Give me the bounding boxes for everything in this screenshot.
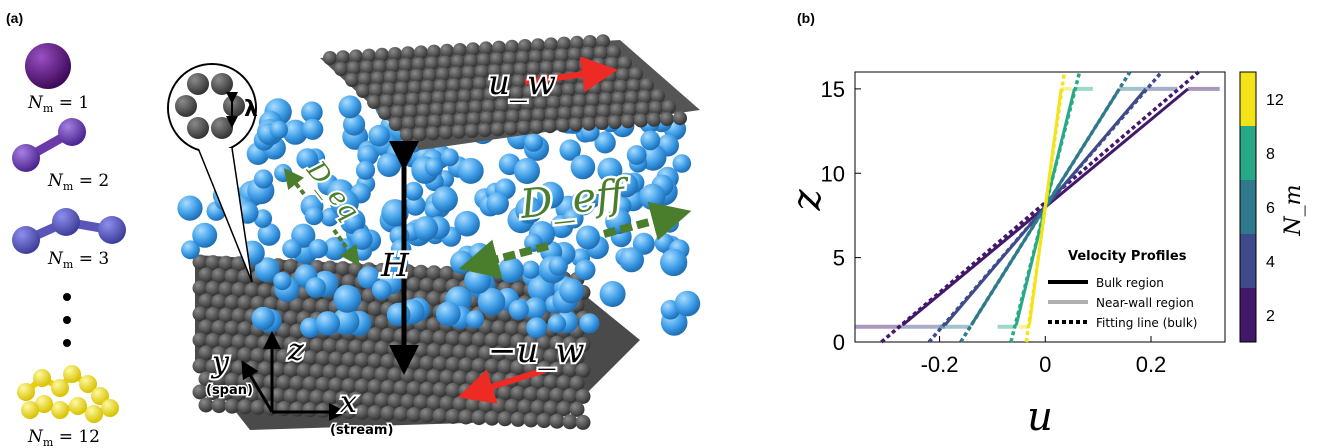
y-tick-label: 5: [833, 246, 845, 271]
y-tick-label: 0: [833, 330, 845, 355]
colorbar: 2 4 6 8 12: [1239, 71, 1284, 343]
top-wall-velocity-arrow: [524, 56, 618, 93]
monomer-nm2: [12, 118, 86, 172]
legend-title: Velocity Profiles: [1068, 249, 1187, 264]
height-label: H: [380, 246, 410, 284]
panel-a-label: (a): [6, 10, 24, 26]
colorbar-segment: [1240, 180, 1256, 234]
monomer-nm1: [25, 43, 71, 89]
legend: Velocity Profiles Bulk region Near-wall …: [1048, 249, 1197, 330]
y-axis-label: z: [784, 189, 830, 212]
colorbar-tick-label: 8: [1266, 146, 1275, 163]
colorbar-frame: [1239, 71, 1257, 343]
d-eq-arrows: [283, 168, 360, 267]
panel-a-illustration: Nm = 1 Nm = 2 Nm = 3 Nm = 12: [12, 34, 701, 448]
top-wall-velocity-label: u_w: [488, 63, 556, 103]
x-tick-label: 0.2: [1136, 352, 1167, 377]
panel-b-label: (b): [797, 10, 815, 26]
lambda-inset: [167, 63, 257, 283]
x-axis-label: u: [1027, 394, 1053, 440]
label-nm3: Nm = 3: [47, 249, 109, 271]
d-eff-arrows: [458, 201, 692, 279]
axis-x-label: x: [340, 385, 357, 420]
lambda-label: λ: [244, 97, 258, 122]
y-tick-label: 15: [821, 77, 845, 102]
x-tick-label: -0.2: [921, 352, 959, 377]
colorbar-segment: [1240, 234, 1256, 288]
plot-frame: [854, 71, 1226, 343]
colorbar-tick-label: 6: [1266, 200, 1275, 217]
plot-series: [855, 70, 1220, 344]
bottom-wall-velocity-arrow: [457, 367, 546, 404]
axis-y-sublabel: (span): [206, 383, 253, 398]
colorbar-tick-label: 4: [1266, 254, 1275, 271]
ellipsis-dots: [63, 293, 71, 347]
bulk-line-12: [1027, 88, 1063, 326]
colorbar-segment: [1240, 126, 1256, 180]
label-nm1: Nm = 1: [27, 93, 89, 115]
x-tick-label: 0: [1039, 352, 1051, 377]
axis-y-label: y: [210, 345, 230, 380]
axis-z-label: z: [287, 333, 304, 368]
colorbar-segment: [1240, 288, 1256, 342]
label-nm2: Nm = 2: [47, 171, 109, 193]
axis-x-sublabel: (stream): [330, 423, 393, 438]
colorbar-tick-label: 2: [1266, 308, 1275, 325]
legend-fit: Fitting line (bulk): [1096, 316, 1197, 330]
bottom-wall-velocity-label: −u_w: [488, 331, 585, 371]
monomer-nm3: [12, 208, 126, 254]
colorbar-segment: [1240, 72, 1256, 126]
legend-near-wall: Near-wall region: [1096, 296, 1194, 310]
top-wall: [320, 34, 700, 150]
axis-triad: [241, 331, 347, 421]
monomer-nm12: [17, 365, 119, 423]
y-tick-label: 10: [821, 161, 845, 186]
colorbar-label: N_m: [1281, 184, 1306, 236]
legend-bulk: Bulk region: [1096, 276, 1164, 290]
colorbar-tick-label: 12: [1266, 92, 1284, 109]
